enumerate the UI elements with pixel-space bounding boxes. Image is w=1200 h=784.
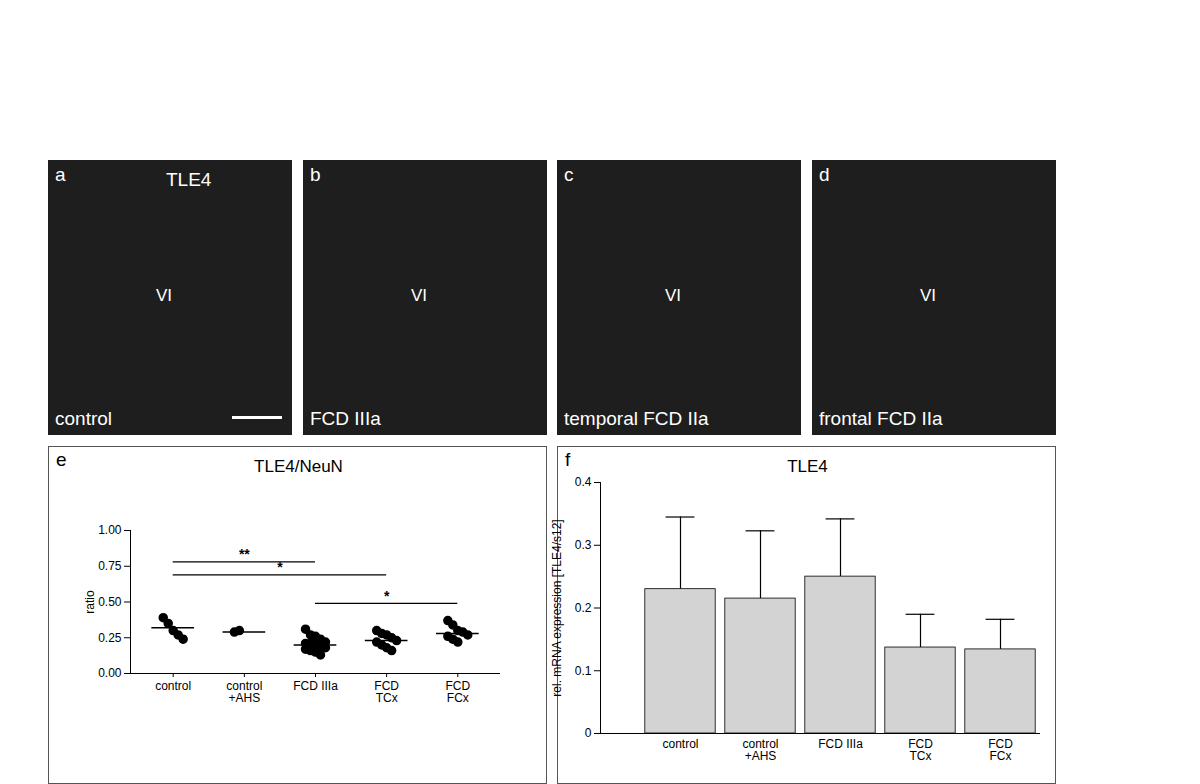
svg-text:rel. mRNA expression [TLE4/s12: rel. mRNA expression [TLE4/s12] bbox=[550, 519, 564, 696]
html-text:a: a bbox=[55, 164, 66, 185]
svg-text:0: 0 bbox=[585, 726, 592, 740]
svg-text:FCD IIIa: FCD IIIa bbox=[818, 737, 863, 751]
svg-text:0.4: 0.4 bbox=[575, 475, 592, 489]
svg-text:control: control bbox=[662, 737, 698, 751]
svg-text:control: control bbox=[155, 679, 191, 693]
svg-text:*: * bbox=[384, 588, 390, 604]
html-text:VI: VI bbox=[665, 286, 682, 305]
svg-text:0.50: 0.50 bbox=[98, 595, 122, 609]
html-text:control: control bbox=[55, 408, 112, 429]
html-text:FCD IIIa: FCD IIIa bbox=[310, 408, 381, 429]
svg-text:0.75: 0.75 bbox=[98, 559, 122, 573]
html-text:frontal FCD IIa: frontal FCD IIa bbox=[819, 408, 943, 429]
html-text:b: b bbox=[310, 164, 321, 185]
html-text:TLE4: TLE4 bbox=[166, 169, 212, 190]
svg-text:0.00: 0.00 bbox=[98, 666, 122, 680]
svg-text:FCDTCx: FCDTCx bbox=[374, 679, 399, 705]
html-text:d: d bbox=[819, 164, 830, 185]
svg-text:0.3: 0.3 bbox=[575, 538, 592, 552]
svg-text:control+AHS: control+AHS bbox=[226, 679, 262, 705]
html-text:c: c bbox=[564, 164, 574, 185]
svg-text:*: * bbox=[277, 559, 283, 575]
svg-text:1.00: 1.00 bbox=[98, 523, 122, 537]
svg-text:FCDFCx: FCDFCx bbox=[445, 679, 470, 705]
svg-text:0.25: 0.25 bbox=[98, 631, 122, 645]
html-text:VI: VI bbox=[920, 286, 937, 305]
svg-text:control+AHS: control+AHS bbox=[742, 737, 778, 763]
html-text:f: f bbox=[565, 449, 571, 470]
svg-text:0.1: 0.1 bbox=[575, 664, 592, 678]
html-text:VI: VI bbox=[156, 286, 173, 305]
html-text:VI: VI bbox=[411, 286, 428, 305]
svg-text:FCDFCx: FCDFCx bbox=[988, 737, 1013, 763]
svg-text:**: ** bbox=[239, 546, 250, 562]
svg-text:ratio: ratio bbox=[83, 590, 97, 614]
svg-text:FCDTCx: FCDTCx bbox=[908, 737, 933, 763]
html-text:temporal FCD IIa: temporal FCD IIa bbox=[564, 408, 709, 429]
svg-text:0.2: 0.2 bbox=[575, 601, 592, 615]
svg-text:FCD IIIa: FCD IIIa bbox=[293, 679, 338, 693]
html-text:TLE4/NeuN: TLE4/NeuN bbox=[254, 457, 343, 476]
html-text:TLE4: TLE4 bbox=[787, 457, 828, 476]
html-text:e: e bbox=[56, 449, 67, 470]
